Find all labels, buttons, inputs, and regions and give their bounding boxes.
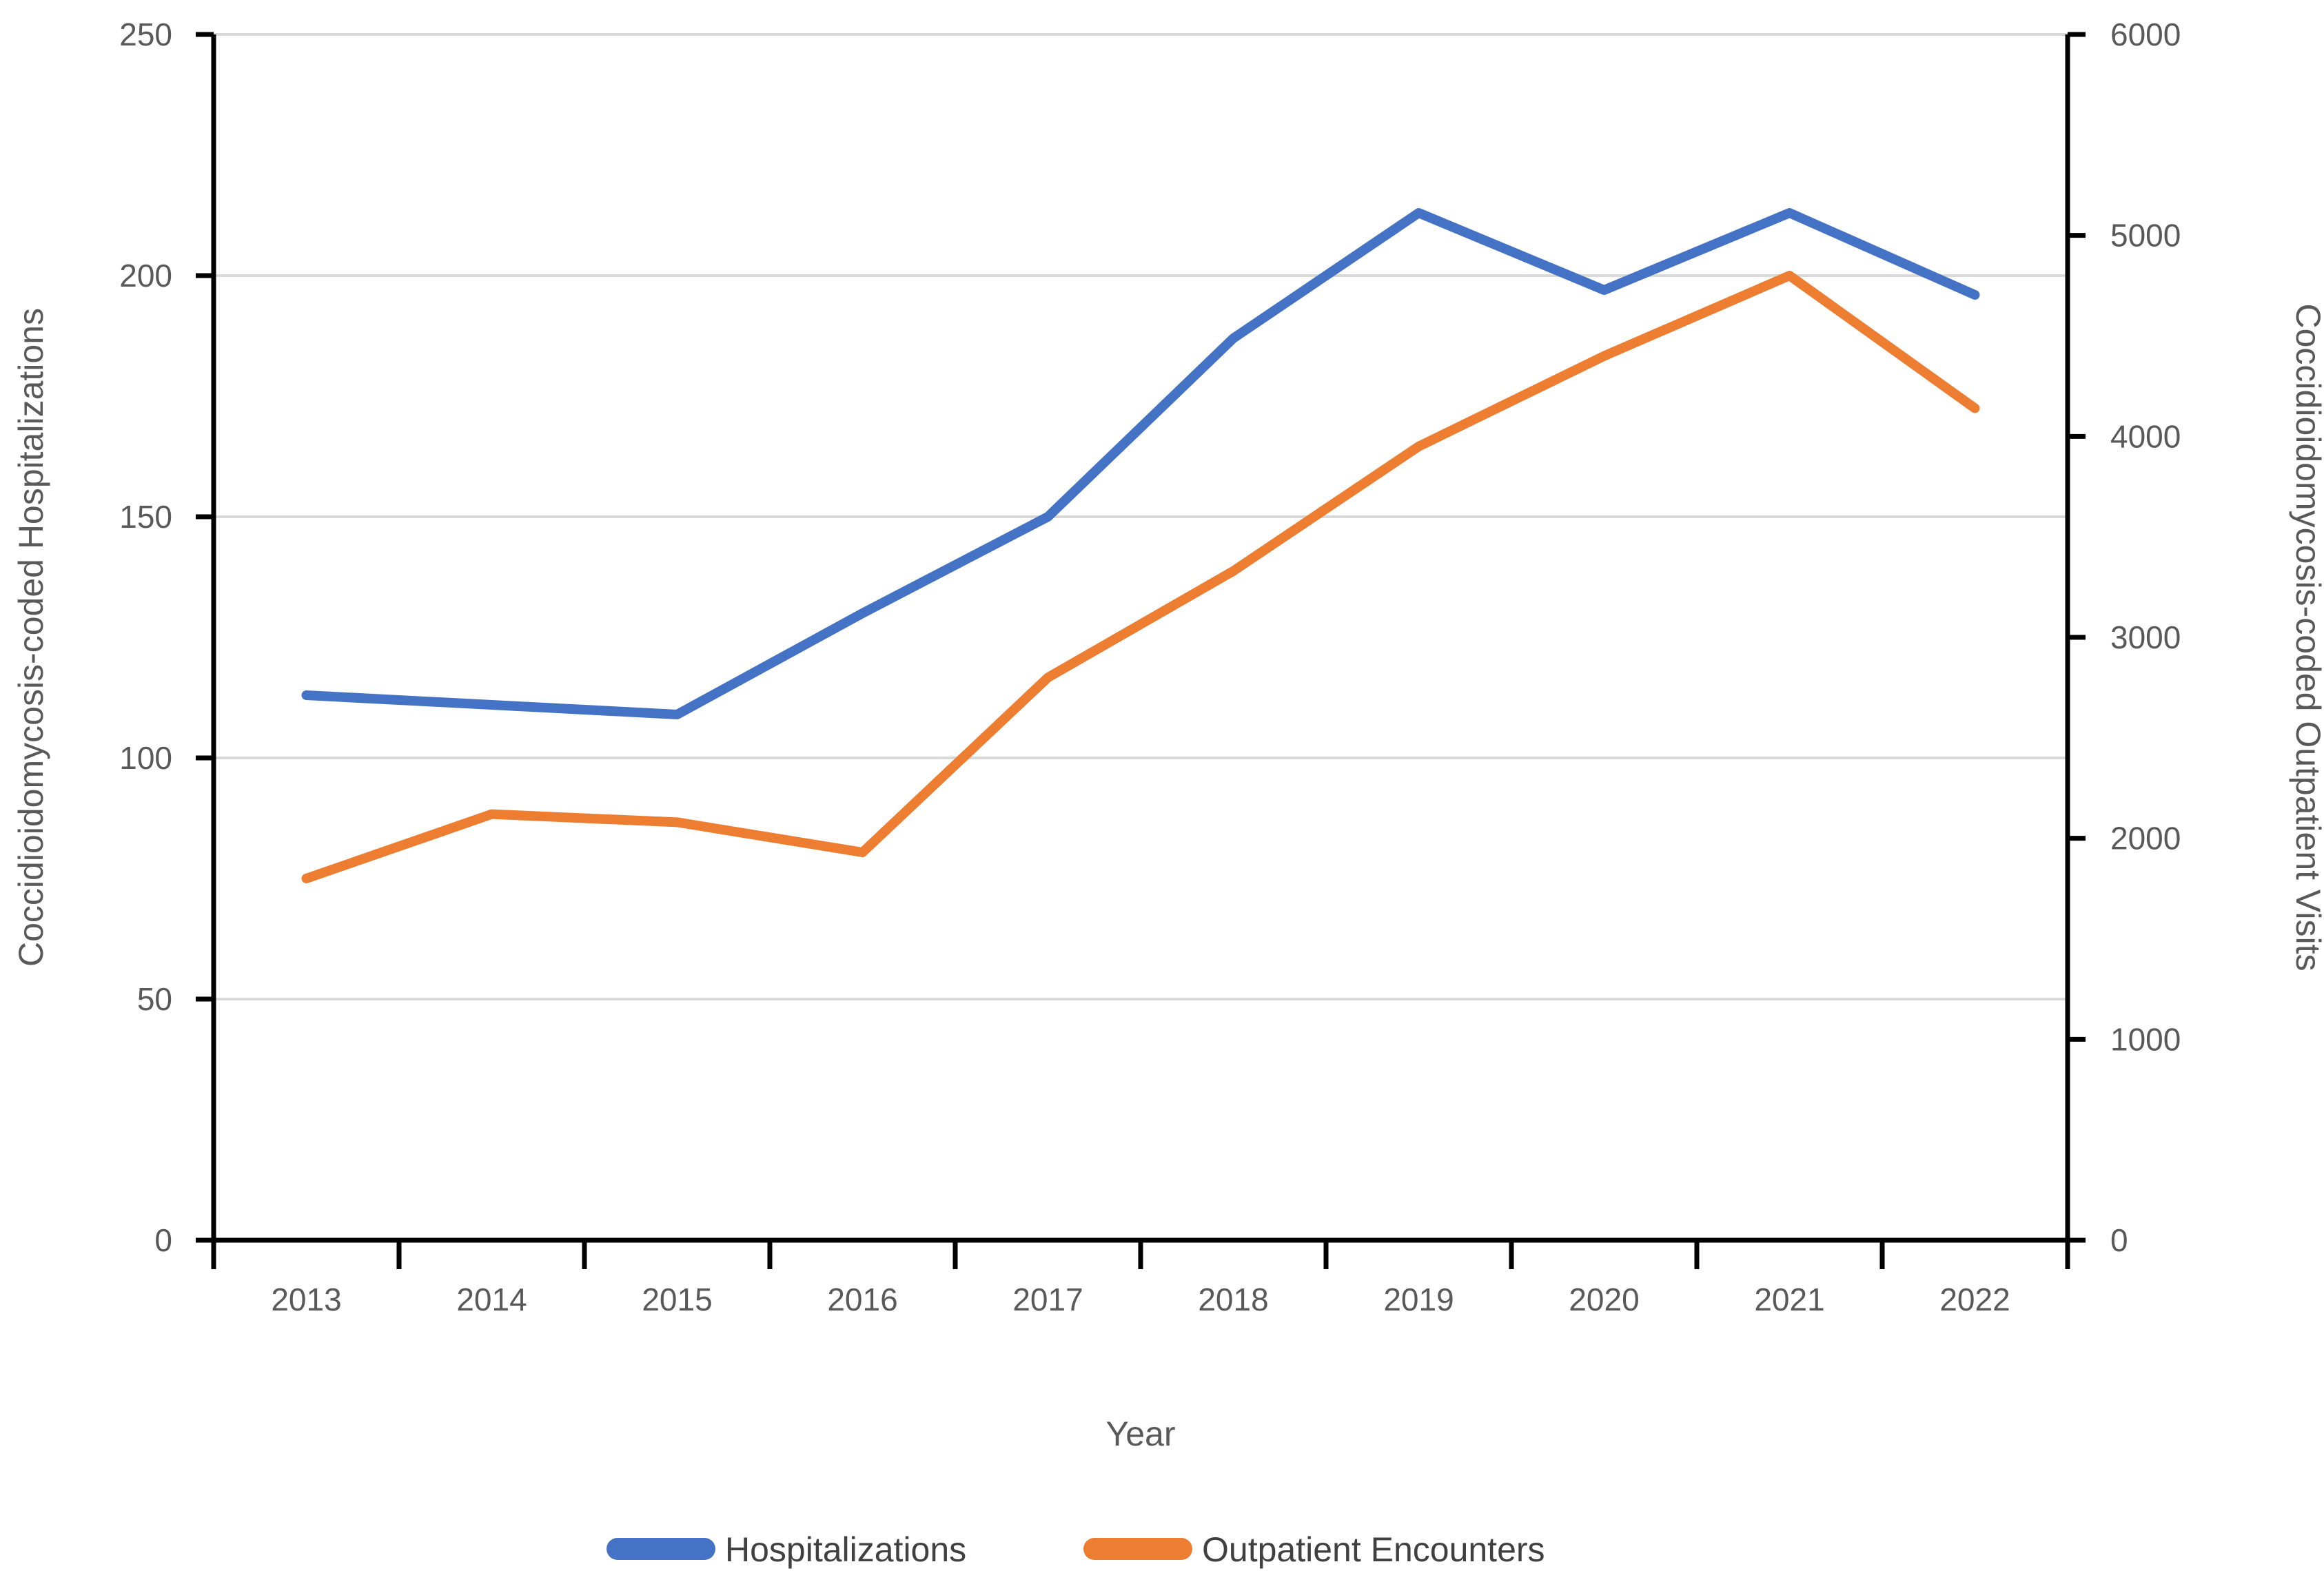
x-axis-year-label: 2022 bbox=[1939, 1282, 2010, 1317]
legend-swatch-hospitalizations bbox=[607, 1538, 715, 1560]
x-axis-year-label: 2014 bbox=[456, 1282, 527, 1317]
series-lines bbox=[301, 208, 1980, 883]
left-axis-tick-label: 150 bbox=[119, 499, 172, 535]
axis-ticks bbox=[196, 32, 2086, 1269]
series-line-outpatient-encounters bbox=[301, 271, 1980, 883]
right-axis-tick-label: 5000 bbox=[2110, 218, 2181, 254]
x-axis-year-label: 2017 bbox=[1012, 1282, 1083, 1317]
right-axis-tick-label: 4000 bbox=[2110, 418, 2181, 454]
left-axis-tick-label: 250 bbox=[119, 17, 172, 52]
legend-label-outpatient: Outpatient Encounters bbox=[1202, 1530, 1545, 1569]
legend-label-hospitalizations: Hospitalizations bbox=[725, 1530, 966, 1569]
right-axis-tick-label: 1000 bbox=[2110, 1021, 2181, 1057]
left-axis-tick-label: 0 bbox=[154, 1222, 172, 1258]
x-axis-year-label: 2018 bbox=[1198, 1282, 1268, 1317]
x-axis-year-label: 2013 bbox=[271, 1282, 341, 1317]
right-axis-tick-label: 6000 bbox=[2110, 17, 2181, 52]
legend: Hospitalizations Outpatient Encounters bbox=[607, 1530, 1545, 1569]
left-axis-tick-label: 100 bbox=[119, 740, 172, 776]
x-axis-year-label: 2019 bbox=[1383, 1282, 1454, 1317]
x-axis-year-label: 2021 bbox=[1754, 1282, 1824, 1317]
x-axis-year-label: 2015 bbox=[642, 1282, 712, 1317]
left-axis-tick-label: 50 bbox=[137, 981, 172, 1017]
right-axis-title: Coccidioidomycosis-coded Outpatient Visi… bbox=[2289, 304, 2324, 972]
tick-labels: 0 50 100 150 200 250 0 1000 2000 3000 4000 5000 6000… bbox=[119, 17, 2181, 1317]
left-axis-tick-label: 200 bbox=[119, 258, 172, 294]
legend-swatch-outpatient bbox=[1083, 1538, 1192, 1560]
right-axis-tick-label: 0 bbox=[2110, 1222, 2128, 1258]
left-axis-title: Coccidioidomycosis-coded Hospitalization… bbox=[12, 308, 50, 967]
series-line-hospitalizations bbox=[301, 208, 1980, 719]
x-axis-year-label: 2016 bbox=[827, 1282, 897, 1317]
x-axis-title: Year bbox=[1105, 1415, 1175, 1453]
right-axis-tick-label: 2000 bbox=[2110, 821, 2181, 856]
right-axis-tick-label: 3000 bbox=[2110, 619, 2181, 655]
x-axis-year-label: 2020 bbox=[1569, 1282, 1639, 1317]
gridlines bbox=[214, 33, 2068, 1000]
